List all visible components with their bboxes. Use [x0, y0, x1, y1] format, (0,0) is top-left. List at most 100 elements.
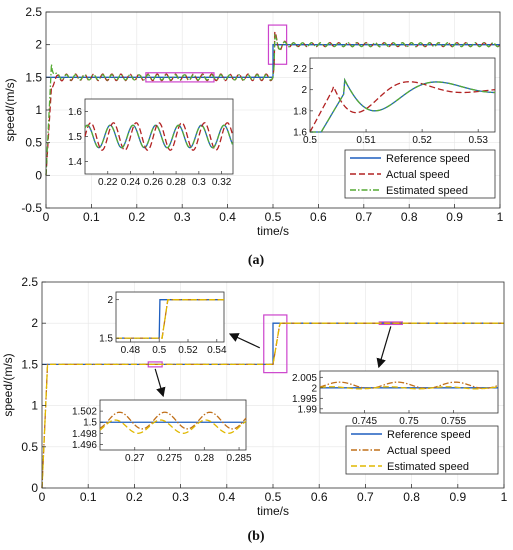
chart-b-inset-2-ytick-label: 1.5	[83, 418, 97, 429]
chart-b-inset-1-series-2	[319, 386, 499, 390]
chart-a-ytick-label: 1	[35, 103, 42, 117]
chart-b-legend-label: Actual speed	[387, 445, 451, 457]
chart-a-inset-1-ytick-label: 2	[301, 85, 307, 96]
chart-a-xtick-label: 0.2	[128, 210, 145, 224]
chart-a-inset-0-ytick-label: 1.5	[68, 132, 82, 143]
chart-b-caption: (b)	[247, 529, 264, 544]
chart-a-ytick-label: 0	[35, 168, 42, 182]
chart-b-inset-2-ytick-label: 1.498	[72, 429, 97, 440]
chart-b-xtick-label: 0.8	[403, 490, 420, 504]
chart-b-arrow	[376, 326, 392, 369]
chart-b-inset-2-ytick-label: 1.502	[72, 407, 97, 418]
chart-a-xtick-label: 1	[497, 210, 504, 224]
chart-b-xtick-label: 0.1	[80, 490, 97, 504]
chart-b-xtick-label: 0.4	[218, 490, 235, 504]
chart-b-xtick-label: 1	[501, 490, 508, 504]
chart-a-ytick-label: 2	[35, 38, 42, 52]
chart-a-legend-label: Actual speed	[386, 169, 450, 181]
chart-b-legend-label: Estimated speed	[387, 461, 469, 473]
chart-a-caption: (a)	[248, 253, 265, 268]
chart-a-ytick-label: 0.5	[25, 136, 42, 150]
chart-a-inset-1-frame	[309, 57, 496, 133]
chart-b-inset-2-series-2	[99, 419, 247, 434]
chart-b-inset-0-xtick-label: 0.5	[152, 345, 166, 356]
chart-b-xtick-label: 0.5	[265, 490, 282, 504]
chart-a-xtick-label: 0.8	[401, 210, 418, 224]
chart-b-ytick-label: 0	[31, 481, 38, 495]
chart-b-inset-0-series-1	[116, 299, 224, 339]
chart-b-xtick-label: 0.3	[172, 490, 189, 504]
chart-b-inset-1-ytick-label: 2.005	[292, 373, 317, 384]
chart-b-arrow	[154, 368, 166, 398]
chart-a-legend-label: Reference speed	[386, 153, 470, 165]
chart-a-ytick-label: -0.5	[21, 201, 42, 215]
chart-a-inset-1-series-2	[310, 77, 496, 133]
chart-b-inset-2-xtick-label: 0.28	[195, 453, 215, 464]
chart-b-ytick-label: 1.5	[21, 357, 38, 371]
chart-b-inset-2-xtick-label: 0.285	[227, 453, 252, 464]
chart-b-xtick-label: 0.9	[449, 490, 466, 504]
chart-b-inset-2-frame	[99, 399, 247, 451]
chart-b-ylabel: speed/(m/s)	[1, 353, 15, 416]
chart-b-zoom-box	[263, 314, 288, 374]
chart-a-inset-1-ytick-label: 1.8	[293, 106, 307, 117]
chart-b-inset-1-series-1	[319, 381, 499, 390]
chart-a-inset-0-frame	[84, 98, 234, 175]
chart-b-xtick-label: 0.7	[357, 490, 374, 504]
chart-b-inset-2-xtick-label: 0.27	[125, 453, 145, 464]
chart-b-xtick-label: 0.6	[311, 490, 328, 504]
chart-b-series-1	[41, 322, 504, 489]
chart-a-inset-0-xtick-label: 0.24	[121, 177, 141, 188]
chart-b-inset-0-xtick-label: 0.52	[178, 345, 198, 356]
chart-a-ytick-label: 1.5	[25, 70, 42, 84]
chart-a-inset-0-xtick-label: 0.3	[192, 177, 206, 188]
chart-b-inset-1-frame	[319, 370, 499, 414]
chart-a-inset-1-xtick-label: 0.52	[412, 135, 432, 146]
chart-b-xtick-label: 0.2	[126, 490, 143, 504]
chart-a-inset-1-series-1	[309, 81, 496, 133]
chart-a-inset-0-ytick-label: 1.6	[68, 107, 82, 118]
chart-b-inset-2-ytick-label: 1.496	[72, 440, 97, 451]
chart-b-inset-0-xtick-label: 0.54	[207, 345, 227, 356]
chart-b-ytick-label: 0.5	[21, 440, 38, 454]
chart-b-inset-1-ytick-label: 2	[311, 383, 317, 394]
chart-a-xtick-label: 0.9	[446, 210, 463, 224]
chart-b: 0 0.1 0.2 0.3 0.4 0.5 0.6 0.7 0.8 0.9 100.511.522.…	[1, 275, 508, 544]
chart-b-inset-2-series-1	[99, 411, 247, 430]
chart-a: 0 0.1 0.2 0.3 0.4 0.5 0.6 0.7 0.8 0.9 1-0.500.511.…	[3, 5, 504, 268]
chart-a-inset-0-xtick-label: 0.26	[144, 177, 164, 188]
chart-a-ytick-label: 2.5	[25, 5, 42, 19]
chart-b-legend-label: Reference speed	[387, 429, 471, 441]
chart-a-legend-label: Estimated speed	[386, 185, 468, 197]
chart-b-ytick-label: 2	[31, 316, 38, 330]
chart-b-inset-0-ytick-label: 1.5	[99, 334, 113, 345]
chart-a-xtick-label: 0	[43, 210, 50, 224]
chart-a-inset-0-xtick-label: 0.22	[98, 177, 118, 188]
chart-b-inset-1-xtick-label: 0.745	[352, 416, 377, 427]
chart-a-inset-1-ytick-label: 1.6	[293, 128, 307, 139]
chart-a-xtick-label: 0.5	[265, 210, 282, 224]
chart-b-inset-0-series-2	[116, 299, 224, 339]
chart-b-ytick-label: 1	[31, 399, 38, 413]
chart-a-xlabel: time/s	[257, 224, 289, 238]
chart-b-ytick-label: 2.5	[21, 275, 38, 289]
chart-b-arrow	[228, 333, 261, 349]
chart-b-xtick-label: 0	[39, 490, 46, 504]
chart-b-inset-0-ytick-label: 2	[107, 295, 113, 306]
chart-a-inset-0-xtick-label: 0.28	[166, 177, 186, 188]
chart-a-inset-1-xtick-label: 0.53	[468, 135, 488, 146]
chart-a-xtick-label: 0.7	[355, 210, 372, 224]
chart-a-inset-1-ytick-label: 2.2	[293, 64, 307, 75]
chart-a-inset-1-xtick-label: 0.5	[303, 135, 317, 146]
chart-a-ylabel: speed/(m/s)	[3, 78, 17, 141]
chart-b-inset-1-xtick-label: 0.75	[399, 416, 419, 427]
chart-a-inset-0-xtick-label: 0.32	[212, 177, 232, 188]
chart-a-xtick-label: 0.6	[310, 210, 327, 224]
chart-a-inset-1-xtick-label: 0.51	[356, 135, 376, 146]
chart-a-xtick-label: 0.3	[174, 210, 191, 224]
chart-b-inset-1-xtick-label: 0.755	[441, 416, 466, 427]
chart-b-inset-1-ytick-label: 1.99	[298, 404, 318, 415]
chart-a-xtick-label: 0.4	[219, 210, 236, 224]
chart-a-inset-0-ytick-label: 1.4	[68, 157, 82, 168]
